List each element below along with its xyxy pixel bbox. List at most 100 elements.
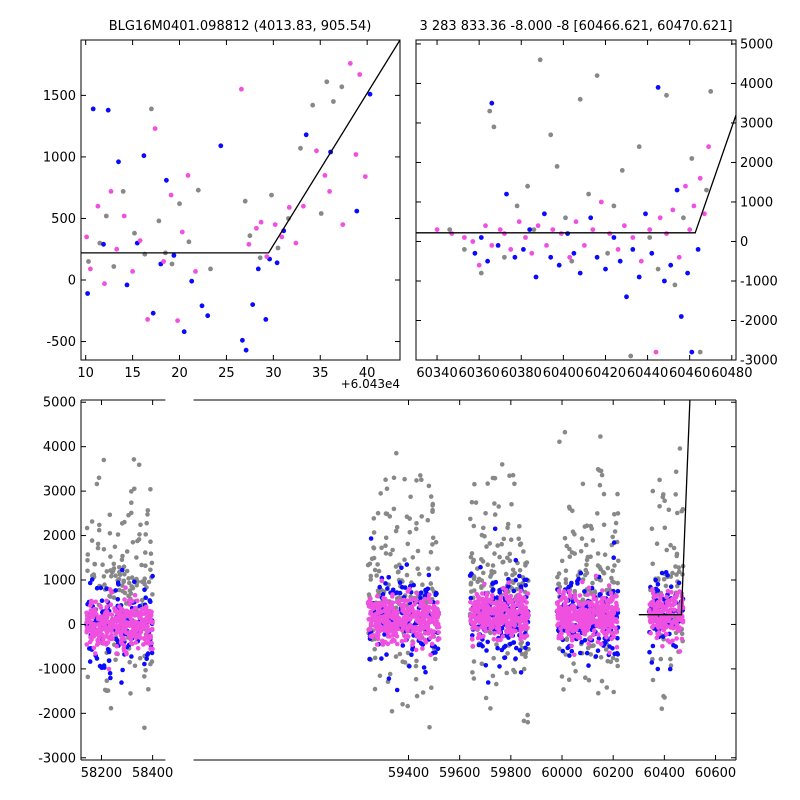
full-lightcurve-point-gray bbox=[130, 585, 136, 591]
season-zoom-point-pink bbox=[670, 207, 676, 213]
full-lightcurve-point-gray bbox=[101, 457, 107, 463]
season-zoom-point-pink bbox=[638, 258, 644, 264]
full-lightcurve-point-gray bbox=[674, 551, 680, 557]
full-lightcurve-point-gray bbox=[662, 498, 667, 504]
season-zoom-point-pink bbox=[657, 215, 663, 221]
full-lightcurve-point-pink bbox=[147, 609, 153, 614]
full-lightcurve-point-pink bbox=[614, 617, 619, 622]
season-zoom-ytick-label: 4000 bbox=[740, 77, 773, 92]
season-zoom-point-pink bbox=[483, 223, 488, 229]
full-lightcurve-point-pink bbox=[475, 603, 480, 608]
full-lightcurve-point-pink bbox=[509, 631, 515, 636]
season-zoom-point-pink bbox=[502, 231, 507, 237]
full-lightcurve-point-blue bbox=[120, 667, 125, 673]
full-lightcurve-point-gray bbox=[387, 514, 393, 519]
full-lightcurve-point-gray bbox=[371, 530, 377, 535]
full-lightcurve-point-pink bbox=[559, 617, 564, 623]
full-lightcurve-point-pink bbox=[93, 599, 98, 605]
full-lightcurve-point-blue bbox=[490, 587, 496, 592]
full-lightcurve-point-pink bbox=[429, 641, 435, 647]
full-lightcurve-point-gray bbox=[472, 481, 477, 487]
full-lightcurve-point-pink bbox=[146, 619, 152, 625]
zoom-peak-point-gray bbox=[111, 264, 117, 269]
full-lightcurve-point-pink bbox=[421, 608, 426, 614]
full-lightcurve-point-gray bbox=[559, 558, 565, 564]
full-lightcurve-point-pink bbox=[105, 615, 110, 620]
full-lightcurve-point-gray bbox=[407, 516, 413, 521]
full-lightcurve-point-pink bbox=[84, 642, 89, 647]
full-lightcurve-point-pink bbox=[664, 608, 670, 613]
full-lightcurve-point-pink bbox=[558, 597, 564, 602]
zoom-peak-point-gray bbox=[156, 218, 162, 224]
full-lightcurve-point-pink bbox=[588, 636, 593, 641]
full-lightcurve-point-pink bbox=[493, 601, 499, 606]
full-lightcurve-point-blue bbox=[582, 589, 587, 594]
full-lightcurve-point-gray bbox=[586, 677, 592, 683]
full-lightcurve-point-gray bbox=[505, 651, 510, 656]
full-lightcurve-point-blue bbox=[514, 645, 519, 651]
full-lightcurve-point-gray bbox=[92, 561, 97, 567]
full-lightcurve-point-pink bbox=[133, 640, 139, 645]
full-lightcurve-point-pink bbox=[655, 616, 661, 622]
season-zoom-ytick-label: 0 bbox=[740, 235, 748, 250]
full-lightcurve-point-pink bbox=[413, 647, 419, 653]
full-lightcurve-point-pink bbox=[135, 646, 141, 651]
zoom-peak-point-pink bbox=[353, 152, 359, 157]
full-lightcurve-point-pink bbox=[412, 602, 417, 607]
full-lightcurve-point-gray bbox=[420, 582, 425, 587]
season-zoom-point-blue bbox=[527, 227, 533, 233]
full-lightcurve-point-gray bbox=[85, 568, 90, 574]
full-lightcurve-point-gray bbox=[679, 631, 685, 636]
full-lightcurve-point-gray bbox=[516, 536, 521, 542]
season-zoom-point-pink bbox=[697, 175, 703, 181]
season-zoom-point-pink bbox=[523, 235, 528, 240]
full-lightcurve-point-pink bbox=[407, 586, 413, 592]
zoom-peak-point-gray bbox=[97, 240, 103, 246]
full-lightcurve-point-blue bbox=[150, 573, 155, 579]
full-lightcurve-point-pink bbox=[428, 635, 433, 641]
full-lightcurve-point-pink bbox=[404, 627, 410, 632]
full-lightcurve-point-gray bbox=[85, 558, 90, 563]
full-lightcurve-point-pink bbox=[366, 627, 371, 632]
full-lightcurve-point-gray bbox=[129, 500, 134, 506]
full-lightcurve-point-pink bbox=[85, 626, 91, 631]
full-lightcurve-point-pink bbox=[381, 616, 387, 621]
full-lightcurve-point-pink bbox=[424, 604, 429, 609]
full-lightcurve-point-gray bbox=[375, 510, 381, 516]
zoom-peak-point-pink bbox=[322, 173, 328, 178]
full-lightcurve-point-pink bbox=[432, 610, 437, 615]
full-lightcurve-point-gray bbox=[383, 535, 389, 541]
full-lightcurve-point-pink bbox=[600, 628, 605, 634]
season-zoom-ytick-label: -2000 bbox=[740, 314, 778, 329]
full-lightcurve-point-pink bbox=[515, 602, 520, 608]
full-lightcurve-point-pink bbox=[653, 609, 659, 614]
full-lightcurve-point-gray bbox=[113, 573, 118, 578]
zoom-peak-point-blue bbox=[367, 91, 373, 97]
full-lightcurve-point-pink bbox=[108, 587, 113, 592]
full-lightcurve-point-gray bbox=[372, 646, 378, 652]
full-lightcurve-point-pink bbox=[520, 614, 526, 619]
season-zoom-point-pink bbox=[535, 223, 541, 229]
full-lightcurve-point-gray bbox=[377, 673, 383, 679]
full-lightcurve-point-blue bbox=[116, 582, 121, 587]
full-lightcurve-point-gray bbox=[389, 709, 395, 714]
full-lightcurve-point-blue bbox=[655, 588, 661, 593]
full-lightcurve-point-gray bbox=[139, 562, 144, 568]
full-lightcurve-point-pink bbox=[89, 631, 95, 637]
full-lightcurve-point-gray bbox=[485, 481, 491, 486]
full-lightcurve-point-gray bbox=[400, 659, 406, 664]
full-lightcurve-point-gray bbox=[137, 532, 142, 537]
season-zoom-point-gray bbox=[478, 270, 484, 276]
full-lightcurve-point-blue bbox=[484, 648, 489, 653]
full-lightcurve-point-gray bbox=[598, 567, 603, 572]
full-lightcurve-point-gray bbox=[132, 486, 137, 492]
full-lightcurve-point-gray bbox=[138, 522, 143, 528]
season-zoom-series-pink bbox=[434, 144, 711, 355]
full-lightcurve-point-pink bbox=[427, 592, 432, 598]
season-zoom-point-blue bbox=[674, 187, 680, 193]
full-lightcurve-point-pink bbox=[420, 601, 426, 607]
full-lightcurve-point-gray bbox=[523, 654, 528, 659]
full-lightcurve-point-gray bbox=[89, 538, 95, 543]
full-lightcurve-point-gray bbox=[107, 512, 113, 518]
full-lightcurve-point-pink bbox=[372, 612, 378, 617]
